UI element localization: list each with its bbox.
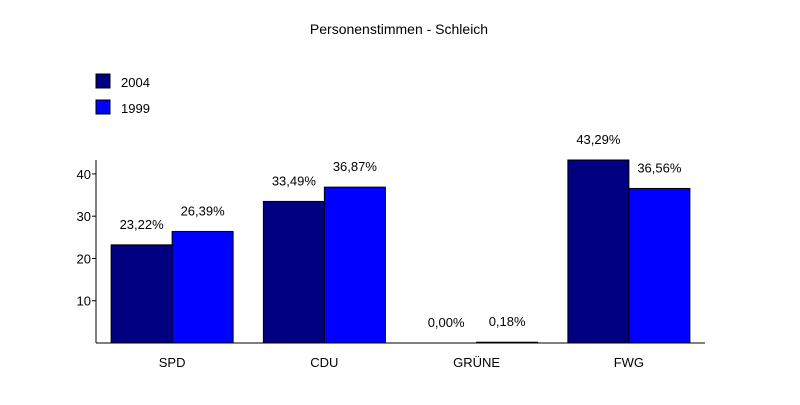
data-label: 0,00%: [428, 315, 465, 330]
legend: 2004 1999: [95, 73, 150, 116]
legend-swatch-1999: [95, 99, 111, 115]
bar-2004-SPD: [110, 244, 173, 344]
bar-1999-GRÜNE: [476, 341, 539, 344]
chart-title: Personenstimmen - Schleich: [310, 21, 488, 37]
plot-area: 10 20 30 40 23,22% 26,39% SPD 33,49% 36,87% CDU 0,…: [77, 132, 705, 370]
bar-2004-CDU: [262, 200, 325, 344]
data-label: 0,18%: [489, 314, 526, 329]
bar-2004-FWG: [567, 159, 630, 344]
legend-label-1999: 1999: [121, 101, 150, 116]
y-tick-label: 10: [77, 294, 91, 309]
bar-1999-SPD: [171, 230, 234, 344]
data-label: 36,56%: [637, 160, 682, 175]
y-tick-label: 40: [77, 167, 91, 182]
legend-swatch-2004: [95, 73, 111, 89]
x-tick-label: GRÜNE: [453, 355, 500, 370]
bar-1999-CDU: [323, 186, 386, 344]
data-label: 23,22%: [120, 217, 165, 232]
data-label: 26,39%: [181, 203, 226, 218]
bar-1999-FWG: [628, 187, 691, 344]
x-tick-label: SPD: [159, 355, 186, 370]
y-tick-label: 20: [77, 251, 91, 266]
x-tick-label: FWG: [614, 355, 644, 370]
data-label: 36,87%: [333, 159, 378, 174]
y-tick-label: 30: [77, 209, 91, 224]
legend-label-2004: 2004: [121, 75, 150, 90]
data-label: 33,49%: [272, 173, 317, 188]
x-tick-label: CDU: [310, 355, 338, 370]
data-label: 43,29%: [576, 132, 621, 147]
